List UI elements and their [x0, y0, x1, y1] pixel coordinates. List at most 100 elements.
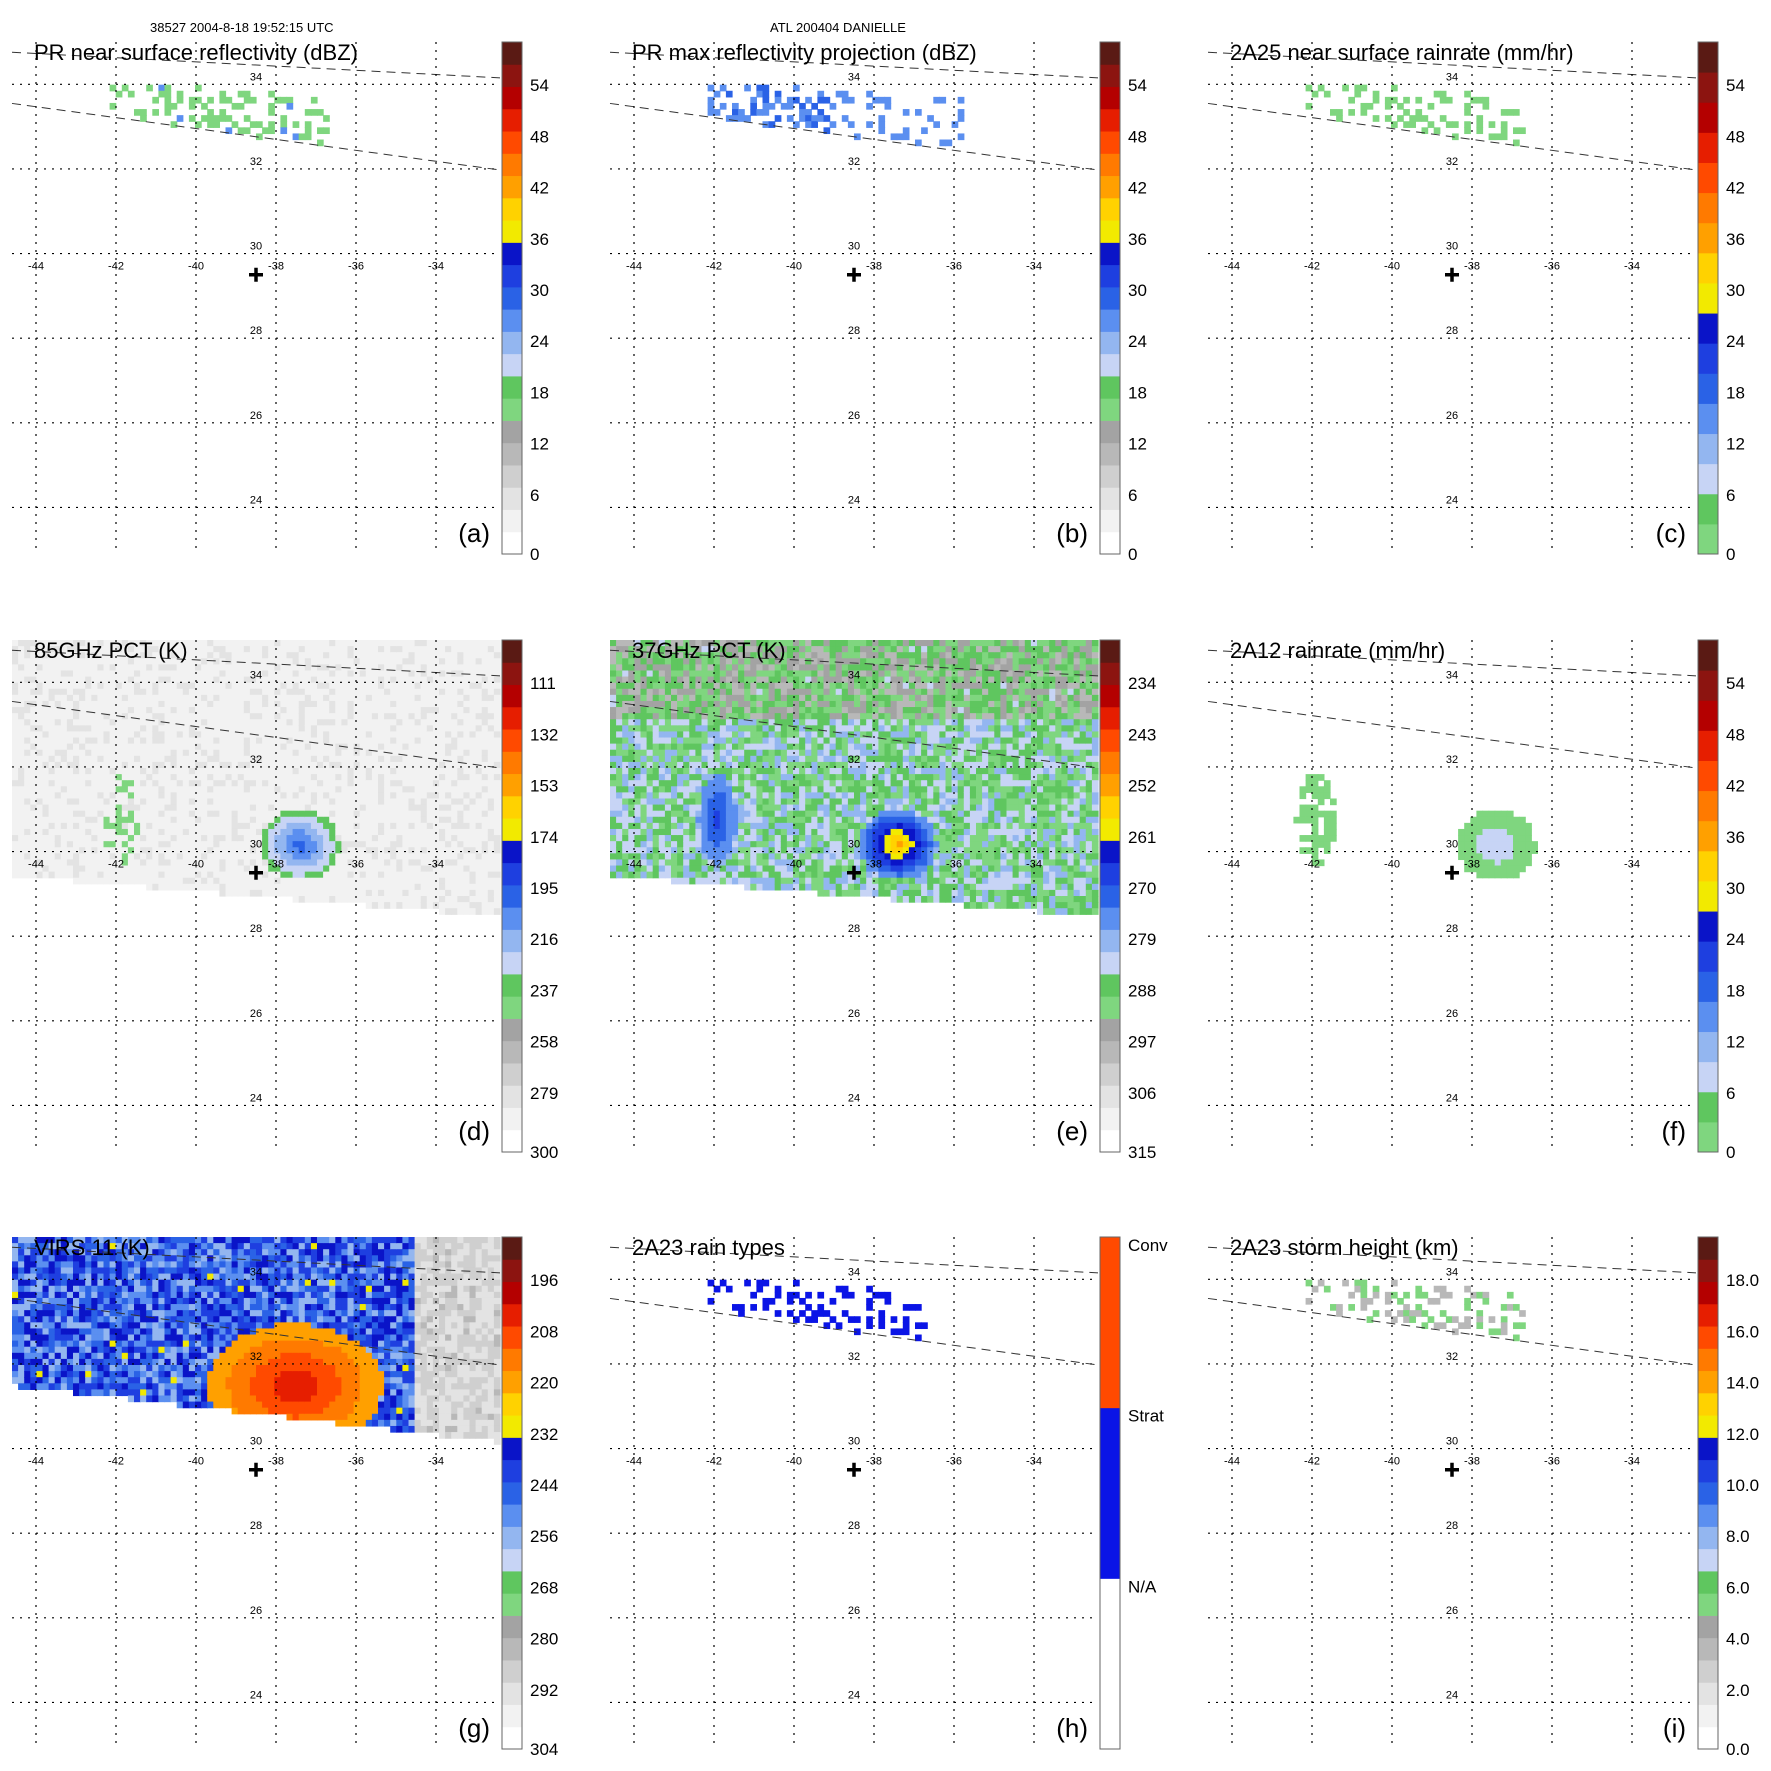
- colorbar-tick-label: 18: [1726, 981, 1745, 1000]
- lat-tick-label: 30: [250, 1436, 262, 1448]
- colorbar-segment: [1698, 880, 1718, 912]
- lat-tick-label: 32: [250, 754, 262, 766]
- colorbar-segment: [502, 420, 522, 444]
- colorbar-segment: [502, 131, 522, 154]
- lon-tick-label: -44: [1224, 1456, 1240, 1468]
- lon-tick-label: -36: [1544, 859, 1560, 871]
- panel-d: -44 -42 -40 -38 -36 -34 34 32 30 28 26 24 85GHz PCT …: [11, 638, 558, 1162]
- colorbar-segment: [1100, 1107, 1120, 1131]
- colorbar-segment: [502, 1459, 522, 1483]
- storm-center-cross-icon: [1445, 267, 1459, 282]
- panel-i-colorbar: 18.0 16.0 14.0 12.0 10.0 8.0 6.0 4.0 2.0 0.0: [1697, 1236, 1759, 1759]
- colorbar-tick-label: 6.0: [1726, 1578, 1750, 1597]
- panel-e-swath-line-bottom: [609, 700, 1099, 769]
- panel-d-grid: [12, 640, 500, 1152]
- colorbar-tick-label: 48: [1128, 127, 1147, 146]
- colorbar-segment: [1100, 907, 1120, 930]
- colorbar-segment: [502, 884, 522, 908]
- colorbar-segment: [1698, 1437, 1718, 1461]
- lat-tick-label: 32: [1446, 156, 1458, 168]
- colorbar-segment: [502, 1259, 522, 1283]
- lat-tick-label: 28: [848, 1520, 860, 1532]
- colorbar-segment: [1698, 403, 1718, 435]
- colorbar-segment: [502, 795, 522, 819]
- colorbar-segment: [502, 1504, 522, 1527]
- panel-g-label: (g): [458, 1713, 490, 1743]
- colorbar-segment: [1698, 790, 1718, 822]
- colorbar-segment: [1100, 197, 1120, 221]
- colorbar-segment: [502, 773, 522, 797]
- colorbar-segment: [1100, 220, 1120, 243]
- colorbar-segment: [502, 487, 522, 510]
- panel-g-cells: [12, 1237, 501, 1445]
- colorbar-tick-label: 0.0: [1726, 1740, 1750, 1759]
- colorbar-tick-label: 36: [1128, 230, 1147, 249]
- panel-d-swath-line-top: [11, 649, 501, 677]
- colorbar-segment: [502, 1348, 522, 1372]
- colorbar-tick-label: 48: [1726, 127, 1745, 146]
- colorbar-tick-label: 12: [1726, 1033, 1745, 1052]
- colorbar-segment: [502, 1615, 522, 1639]
- storm-center-cross-icon: [249, 1462, 263, 1477]
- panel-c-swath-line-top: [1207, 51, 1697, 79]
- panel-h-title: 2A23 rain types: [632, 1235, 785, 1260]
- colorbar-segment: [1698, 463, 1718, 495]
- colorbar-segment: [1100, 640, 1120, 663]
- colorbar-segment: [502, 996, 522, 1019]
- colorbar-tick-label: 18: [1726, 383, 1745, 402]
- lon-tick-label: -38: [268, 1456, 284, 1468]
- colorbar-segment: [1100, 509, 1120, 533]
- colorbar-segment: [502, 442, 522, 466]
- colorbar-tick-label: 216: [530, 930, 558, 949]
- colorbar-segment: [1698, 1726, 1718, 1750]
- colorbar-tick-label: 252: [1128, 777, 1156, 796]
- panel-c-grid: [1208, 42, 1696, 554]
- colorbar-segment: [502, 220, 522, 243]
- lon-tick-label: -36: [946, 261, 962, 273]
- colorbar-segment: [502, 1040, 522, 1064]
- colorbar-segment: [1100, 996, 1120, 1019]
- colorbar-segment: [1698, 670, 1718, 701]
- colorbar-tick-label: N/A: [1128, 1577, 1157, 1596]
- lat-tick-label: 34: [250, 1266, 262, 1278]
- lon-tick-label: -40: [786, 859, 802, 871]
- colorbar-segment: [502, 108, 522, 132]
- colorbar-tick-label: 30: [1128, 281, 1147, 300]
- lon-tick-label: -36: [1544, 1456, 1560, 1468]
- colorbar-tick-label: 270: [1128, 879, 1156, 898]
- header-left: 38527 2004-8-18 19:52:15 UTC: [150, 20, 334, 35]
- lon-tick-label: -36: [348, 261, 364, 273]
- colorbar-tick-label: 18: [530, 383, 549, 402]
- colorbar-frame: [1697, 41, 1719, 555]
- colorbar-segment: [502, 640, 522, 663]
- panel-b-label: (b): [1056, 518, 1088, 548]
- lat-tick-label: 26: [848, 1605, 860, 1617]
- lon-tick-label: -42: [1304, 261, 1320, 273]
- colorbar-segment: [502, 1303, 522, 1327]
- colorbar-tick-label: 12: [530, 435, 549, 454]
- colorbar-segment: [502, 331, 522, 355]
- colorbar-segment: [502, 64, 522, 88]
- panel-b-swath-line-bottom: [609, 102, 1099, 171]
- panel-i-title: 2A23 storm height (km): [1230, 1235, 1459, 1260]
- colorbar-tick-label: 12: [1726, 435, 1745, 454]
- colorbar-segment: [1100, 175, 1120, 199]
- colorbar-tick-label: 232: [530, 1425, 558, 1444]
- colorbar-segment: [1698, 1061, 1718, 1093]
- colorbar-segment: [502, 1129, 522, 1153]
- colorbar-segment: [1698, 1348, 1718, 1372]
- colorbar-segment: [1698, 343, 1718, 374]
- colorbar-tick-label: 234: [1128, 674, 1156, 693]
- colorbar-segment: [1698, 252, 1718, 284]
- panel-f-swath-line-top: [1207, 649, 1697, 677]
- colorbar-segment: [502, 509, 522, 533]
- colorbar-tick-label: 279: [1128, 930, 1156, 949]
- lat-tick-label: 24: [1446, 1689, 1458, 1701]
- panel-a-colorbar: 54 48 42 36 30 24 18 12 6 0: [501, 41, 549, 564]
- lon-tick-label: -38: [268, 261, 284, 273]
- lon-tick-label: -42: [1304, 859, 1320, 871]
- lat-tick-label: 30: [250, 241, 262, 253]
- colorbar-segment: [502, 1704, 522, 1728]
- colorbar-frame: [501, 1236, 523, 1750]
- header-center: ATL 200404 DANIELLE: [770, 20, 906, 35]
